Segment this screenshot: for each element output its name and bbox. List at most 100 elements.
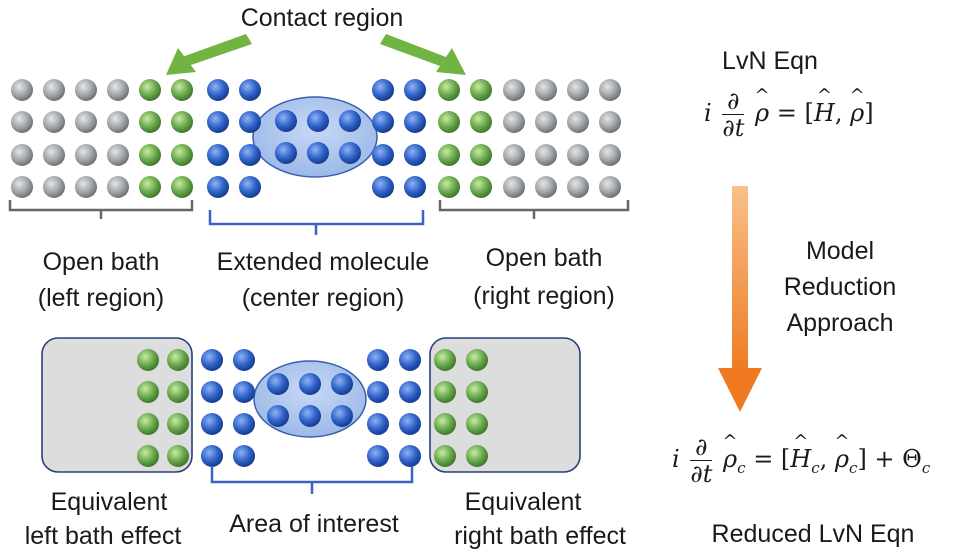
area-of-interest-label: Area of interest xyxy=(229,510,399,538)
blue-atom xyxy=(239,111,261,133)
gray-atom xyxy=(599,144,621,166)
blue-atom xyxy=(201,381,223,403)
gray-atom xyxy=(11,176,33,198)
green-atom xyxy=(137,413,159,435)
open-bath-right-line2: (right region) xyxy=(473,282,615,310)
blue-atom xyxy=(367,381,389,403)
green-atom xyxy=(470,79,492,101)
blue-atom xyxy=(207,144,229,166)
green-atom xyxy=(139,111,161,133)
green-atom xyxy=(470,111,492,133)
green-atom xyxy=(137,381,159,403)
open-bath-right-line1: Open bath xyxy=(485,244,603,272)
green-atom xyxy=(470,144,492,166)
gray-atom xyxy=(107,176,129,198)
green-atom xyxy=(171,176,193,198)
blue-atom xyxy=(201,349,223,371)
green-atom xyxy=(139,176,161,198)
blue-atom xyxy=(275,142,297,164)
blue-atom xyxy=(299,405,321,427)
green-atom xyxy=(139,79,161,101)
blue-atom xyxy=(233,413,255,435)
bracket-open-bath-left xyxy=(8,200,194,219)
equivalent-left-bath-box xyxy=(41,337,193,473)
contact-arrow-right xyxy=(380,34,466,75)
gray-atom xyxy=(567,111,589,133)
blue-atom xyxy=(367,349,389,371)
gray-atom xyxy=(567,176,589,198)
blue-atom xyxy=(331,373,353,395)
green-atom xyxy=(167,413,189,435)
green-atom xyxy=(434,349,456,371)
blue-atom xyxy=(372,79,394,101)
blue-atom xyxy=(233,445,255,467)
gray-atom xyxy=(599,111,621,133)
equivalent-left-line2: left bath effect xyxy=(24,522,182,550)
gray-atom xyxy=(11,144,33,166)
open-bath-left-line2: (left region) xyxy=(37,284,165,312)
blue-atom xyxy=(207,79,229,101)
green-atom xyxy=(438,144,460,166)
gray-atom xyxy=(43,144,65,166)
bracket-extended-molecule xyxy=(208,210,425,235)
blue-atom xyxy=(367,413,389,435)
green-atom xyxy=(466,445,488,467)
blue-atom xyxy=(339,142,361,164)
gray-atom xyxy=(75,176,97,198)
extended-molecule-line1: Extended molecule xyxy=(216,248,430,276)
green-atom xyxy=(470,176,492,198)
contact-arrow-left xyxy=(166,34,252,75)
green-atom xyxy=(137,349,159,371)
blue-atom xyxy=(399,381,421,403)
gray-atom xyxy=(599,176,621,198)
green-atom xyxy=(438,79,460,101)
equivalent-right-bath-box xyxy=(429,337,581,473)
blue-atom xyxy=(207,176,229,198)
blue-atom xyxy=(372,111,394,133)
green-atom xyxy=(466,413,488,435)
gray-atom xyxy=(75,144,97,166)
bracket-open-bath-right xyxy=(438,200,630,219)
lvn-eqn-title: LvN Eqn xyxy=(722,47,818,75)
contact-region-label: Contact region xyxy=(240,4,404,32)
green-atom xyxy=(171,111,193,133)
blue-atom xyxy=(307,110,329,132)
gray-atom xyxy=(567,144,589,166)
extended-molecule-line2: (center region) xyxy=(241,284,405,312)
blue-atom xyxy=(399,349,421,371)
blue-atom xyxy=(404,176,426,198)
blue-atom xyxy=(201,413,223,435)
blue-atom xyxy=(307,142,329,164)
gray-atom xyxy=(43,79,65,101)
green-atom xyxy=(438,176,460,198)
reduced-lvn-equation: i ∂∂t ρc = [Hc, ρc] + Θc xyxy=(672,434,930,487)
blue-atom xyxy=(233,349,255,371)
blue-atom xyxy=(267,405,289,427)
gray-atom xyxy=(535,176,557,198)
lvn-equation: i ∂∂t ρ = [H, ρ] xyxy=(704,88,874,141)
blue-atom xyxy=(339,110,361,132)
green-atom xyxy=(167,349,189,371)
green-atom xyxy=(434,445,456,467)
blue-atom xyxy=(239,176,261,198)
gray-atom xyxy=(503,144,525,166)
blue-atom xyxy=(267,373,289,395)
blue-atom xyxy=(201,445,223,467)
gray-atom xyxy=(535,79,557,101)
gray-atom xyxy=(535,144,557,166)
gray-atom xyxy=(43,176,65,198)
equivalent-right-line2: right bath effect xyxy=(454,522,626,550)
green-atom xyxy=(434,413,456,435)
gray-atom xyxy=(107,144,129,166)
green-atom xyxy=(139,144,161,166)
model-reduction-arrow xyxy=(718,186,762,412)
gray-atom xyxy=(503,79,525,101)
gray-atom xyxy=(567,79,589,101)
equivalent-right-line1: Equivalent xyxy=(464,488,582,516)
reduced-lvn-label: Reduced LvN Eqn xyxy=(711,520,915,548)
green-atom xyxy=(137,445,159,467)
green-atom xyxy=(434,381,456,403)
atom-lattice xyxy=(11,79,621,467)
green-atom xyxy=(171,79,193,101)
blue-atom xyxy=(299,373,321,395)
